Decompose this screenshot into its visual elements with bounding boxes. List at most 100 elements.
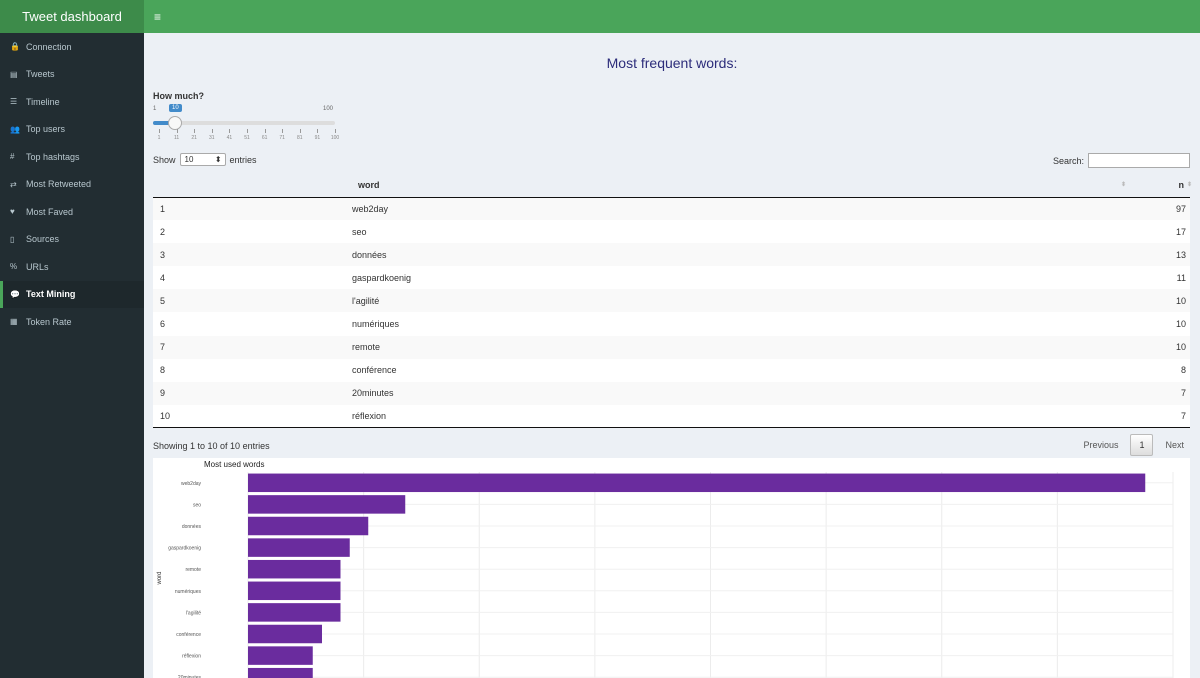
page-1-button[interactable]: 1 bbox=[1130, 434, 1154, 456]
pagination: Previous 1 Next bbox=[1077, 434, 1190, 456]
sort-icon: ⬍ bbox=[1120, 182, 1126, 188]
sidebar-item-text-mining[interactable]: 💬 Text Mining bbox=[0, 280, 144, 308]
entries-label: entries bbox=[229, 154, 257, 165]
chart-bar bbox=[248, 538, 350, 557]
word-count-slider: How much? 1 10 100 1 11 21 31 41 51 61 71 81 91 10… bbox=[153, 91, 343, 143]
top-bar: Tweet dashboard ≡ bbox=[0, 0, 1200, 33]
cell-index: 2 bbox=[153, 220, 343, 244]
slider-tick-label: 100 bbox=[330, 135, 340, 141]
table-info: Showing 1 to 10 of 10 entries bbox=[153, 441, 270, 451]
table-row[interactable]: 5 l'agilité 10 bbox=[153, 289, 1190, 313]
table-row[interactable]: 6 numériques 10 bbox=[153, 312, 1190, 336]
slider-tick-label: 41 bbox=[226, 135, 233, 141]
cell-index: 3 bbox=[153, 243, 343, 267]
slider-range-labels: 1 10 100 bbox=[153, 104, 343, 116]
chart-bar bbox=[248, 473, 1146, 493]
cell-count: 10 bbox=[1130, 289, 1190, 313]
chart-bar bbox=[248, 603, 341, 622]
slider-tick-label: 71 bbox=[279, 135, 285, 141]
slider-tick-label: 81 bbox=[297, 135, 303, 141]
cell-count: 7 bbox=[1130, 381, 1190, 405]
column-header-index[interactable] bbox=[153, 174, 343, 198]
sidebar-item-label: Sources bbox=[26, 234, 60, 245]
sidebar-item-label: Top hashtags bbox=[26, 151, 80, 162]
slider-tick bbox=[247, 129, 248, 133]
navbar: ≡ bbox=[144, 0, 1200, 33]
cell-count: 10 bbox=[1130, 312, 1190, 336]
sidebar-item-most-faved[interactable]: ♥ Most Faved bbox=[0, 198, 144, 226]
sidebar-item-urls[interactable]: % URLs bbox=[0, 253, 144, 281]
sidebar-item-label: Connection bbox=[26, 41, 72, 52]
chart-bar bbox=[248, 581, 341, 601]
slider-tick bbox=[335, 129, 336, 133]
slider-tick-label: 51 bbox=[244, 135, 250, 141]
table-row[interactable]: 2 seo 17 bbox=[153, 220, 1190, 244]
slider-tick-label: 21 bbox=[191, 135, 197, 141]
cell-index: 6 bbox=[153, 312, 343, 336]
cell-word: numériques bbox=[343, 312, 1130, 336]
retweet-icon: ⇄ bbox=[10, 179, 17, 189]
list-icon: ☰ bbox=[10, 97, 18, 107]
slider-max: 100 bbox=[322, 106, 333, 112]
slider-track[interactable] bbox=[153, 116, 343, 130]
column-header-word[interactable]: word ⬍ bbox=[343, 174, 1130, 198]
table-row[interactable]: 10 réflexion 7 bbox=[153, 404, 1190, 429]
chart-category-label: seo bbox=[193, 502, 201, 508]
cell-index: 8 bbox=[153, 358, 343, 382]
chart-category-label: l'agilité bbox=[186, 610, 201, 616]
cell-word: réflexion bbox=[343, 404, 1130, 429]
chart-category-label: 20minutes bbox=[178, 675, 202, 678]
slider-handle[interactable] bbox=[168, 116, 182, 130]
slider-tick-label: 1 bbox=[157, 135, 161, 141]
chart-bar bbox=[248, 559, 341, 579]
slider-tick-label: 61 bbox=[261, 135, 268, 141]
cell-index: 4 bbox=[153, 266, 343, 290]
select-arrows-icon: ⬍ bbox=[214, 155, 222, 164]
cell-count: 11 bbox=[1130, 266, 1190, 290]
slider-tick bbox=[264, 129, 266, 133]
table-row[interactable]: 1 web2day 97 bbox=[153, 197, 1190, 221]
chart-bar bbox=[248, 624, 322, 644]
sidebar-item-connection[interactable]: 🔒 Connection bbox=[0, 33, 144, 61]
previous-button[interactable]: Previous bbox=[1083, 440, 1119, 450]
table-row[interactable]: 8 conférence 8 bbox=[153, 358, 1190, 382]
cell-count: 8 bbox=[1130, 358, 1190, 382]
table-row[interactable]: 3 données 13 bbox=[153, 243, 1190, 267]
sidebar-item-top-users[interactable]: 👥 Top users bbox=[0, 116, 144, 144]
slider-rail[interactable] bbox=[153, 121, 335, 125]
chart-bar bbox=[248, 495, 406, 514]
next-button[interactable]: Next bbox=[1165, 440, 1184, 450]
entries-select[interactable]: 10 ⬍ bbox=[179, 153, 226, 166]
slider-tick bbox=[317, 129, 319, 133]
sidebar-item-token-rate[interactable]: ▦ Token Rate bbox=[0, 308, 144, 336]
main-content: Most frequent words: How much? 1 10 100 … bbox=[144, 33, 1200, 678]
chart-bar bbox=[248, 516, 369, 536]
sidebar-item-most-retweeted[interactable]: ⇄ Most Retweeted bbox=[0, 171, 144, 199]
search-input[interactable] bbox=[1088, 153, 1190, 168]
entries-select-value: 10 bbox=[184, 155, 194, 164]
table-row[interactable]: 9 20minutes 7 bbox=[153, 381, 1190, 405]
cell-count: 13 bbox=[1130, 243, 1190, 267]
hamburger-icon[interactable]: ≡ bbox=[154, 9, 162, 24]
heart-icon: ♥ bbox=[10, 207, 15, 217]
cell-index: 1 bbox=[153, 197, 343, 221]
chart-category-label: remote bbox=[185, 567, 201, 573]
cell-index: 7 bbox=[153, 335, 343, 359]
sidebar-item-label: Text Mining bbox=[26, 289, 76, 300]
table-row[interactable]: 4 gaspardkoenig 11 bbox=[153, 266, 1190, 290]
sidebar-item-timeline[interactable]: ☰ Timeline bbox=[0, 88, 144, 116]
chart-title: Most used words bbox=[204, 460, 264, 469]
sort-icon: ⬍ bbox=[1186, 182, 1192, 188]
slider-fill bbox=[153, 121, 175, 125]
cell-word: web2day bbox=[343, 197, 1130, 221]
words-table: word ⬍ n ⬍ 1 web2day 97 2 seo 17 3 données 13 4 gasp… bbox=[153, 174, 1192, 429]
sidebar-item-sources[interactable]: ▯ Sources bbox=[0, 226, 144, 254]
sidebar-item-label: Most Retweeted bbox=[26, 179, 92, 190]
chart-bar bbox=[248, 646, 313, 665]
show-label: Show bbox=[153, 154, 176, 165]
column-header-n[interactable]: n ⬍ bbox=[1130, 174, 1192, 198]
table-row[interactable]: 7 remote 10 bbox=[153, 335, 1190, 359]
slider-tick bbox=[282, 129, 284, 133]
sidebar-item-top-hashtags[interactable]: # Top hashtags bbox=[0, 143, 144, 171]
sidebar-item-tweets[interactable]: ▤ Tweets bbox=[0, 61, 144, 89]
